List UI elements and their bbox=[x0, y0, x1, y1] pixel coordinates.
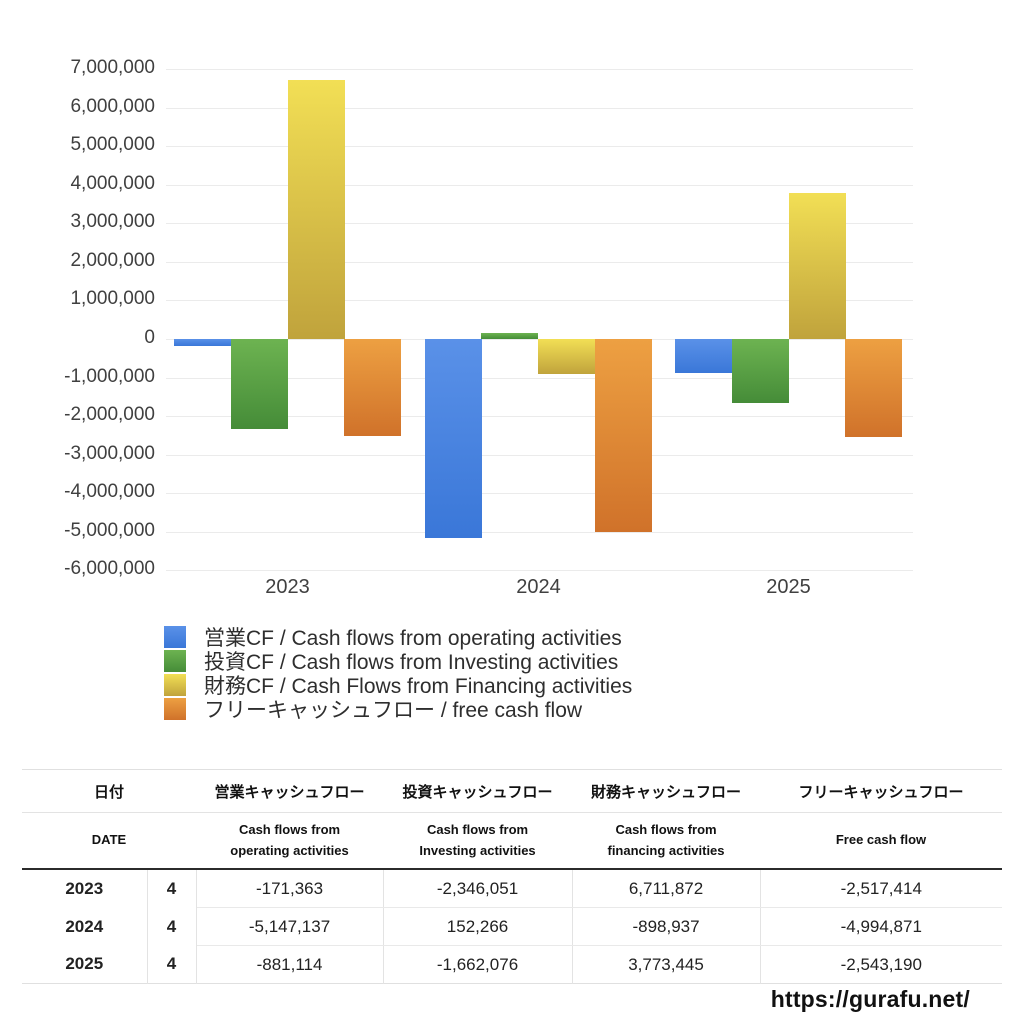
table-header-en-4: Free cash flow bbox=[760, 812, 1003, 870]
gridline bbox=[166, 416, 913, 417]
gridline bbox=[166, 69, 913, 70]
x-axis-tick-label: 2024 bbox=[516, 576, 561, 598]
cell-value-0: -171,363 bbox=[196, 869, 384, 908]
cell-year: 2024 bbox=[22, 907, 148, 946]
gridline bbox=[166, 378, 913, 379]
bar-series2-2024 bbox=[538, 339, 595, 374]
table-header-en-0: DATE bbox=[22, 812, 197, 870]
bar-series0-2024 bbox=[425, 339, 482, 538]
legend-label: 営業CF / Cash flows from operating activit… bbox=[204, 627, 622, 650]
y-axis-tick-label: -2,000,000 bbox=[64, 404, 155, 425]
bar-series2-2023 bbox=[288, 80, 345, 339]
bar-series2-2025 bbox=[789, 193, 846, 339]
y-axis-tick-label: -6,000,000 bbox=[64, 558, 155, 579]
table-header-en-1: Cash flows from operating activities bbox=[196, 812, 384, 870]
cell-value-1: -2,346,051 bbox=[383, 869, 573, 908]
cell-year: 2023 bbox=[22, 869, 148, 908]
y-axis-tick-label: 4,000,000 bbox=[70, 173, 155, 194]
gridline bbox=[166, 300, 913, 301]
x-axis-tick-label: 2025 bbox=[766, 576, 811, 598]
site-url: https://gurafu.net/ bbox=[770, 986, 970, 1012]
legend-swatch-icon bbox=[164, 698, 186, 720]
y-axis-tick-label: 2,000,000 bbox=[70, 250, 155, 271]
gridline bbox=[166, 223, 913, 224]
gridline bbox=[166, 185, 913, 186]
table-row-2025: 2025 4 -881,114 -1,662,076 3,773,445 -2,543,1… bbox=[22, 945, 1002, 984]
cell-value-3: -4,994,871 bbox=[760, 907, 1003, 946]
table-header-jp-4: フリーキャッシュフロー bbox=[760, 769, 1003, 813]
table-row-2024: 2024 4 -5,147,137 152,266 -898,937 -4,994,871 bbox=[22, 907, 1003, 946]
cell-value-3: -2,543,190 bbox=[840, 954, 922, 974]
gridline bbox=[166, 570, 913, 571]
bar-series3-2025 bbox=[845, 339, 902, 437]
cell-value-3: -2,517,414 bbox=[760, 869, 1003, 908]
gridline bbox=[166, 146, 913, 147]
cell-value-2: -898,937 bbox=[572, 907, 761, 946]
table-header-jp-3: 財務キャッシュフロー bbox=[572, 769, 761, 813]
legend-item-0: 営業CF / Cash flows from operating activit… bbox=[164, 622, 622, 652]
y-axis-tick-label: -1,000,000 bbox=[64, 366, 155, 387]
cell-value-2: 6,711,872 bbox=[572, 869, 761, 908]
cell-month: 4 bbox=[147, 907, 197, 946]
table-header-jp-0: 日付 bbox=[22, 769, 197, 813]
bar-series3-2024 bbox=[595, 339, 652, 532]
cell-value-1: -1,662,076 bbox=[383, 945, 573, 984]
legend-swatch-icon bbox=[164, 626, 186, 648]
gridline bbox=[166, 262, 913, 263]
legend-item-1: 投資CF / Cash flows from Investing activit… bbox=[164, 646, 618, 676]
cell-value-0: -881,114 bbox=[196, 945, 384, 984]
legend-swatch-icon bbox=[164, 674, 186, 696]
cell-month: 4 bbox=[147, 869, 197, 908]
cashflow-table: 日付 営業キャッシュフロー 投資キャッシュフロー 財務キャッシュフロー フリーキャッシュ… bbox=[22, 769, 1003, 984]
gridline bbox=[166, 455, 913, 456]
y-axis-tick-label: 3,000,000 bbox=[70, 211, 155, 232]
bar-series1-2025 bbox=[732, 339, 789, 403]
legend-item-2: 財務CF / Cash Flows from Financing activit… bbox=[164, 670, 632, 700]
cell-value-2: 3,773,445 bbox=[572, 945, 761, 984]
y-axis-tick-label: 6,000,000 bbox=[70, 96, 155, 117]
cell-year: 2025 bbox=[22, 945, 148, 984]
table-header-jp-2: 投資キャッシュフロー bbox=[383, 769, 573, 813]
bar-series1-2023 bbox=[231, 339, 288, 429]
cell-value-0: -5,147,137 bbox=[196, 907, 384, 946]
x-axis-tick-label: 2023 bbox=[265, 576, 310, 598]
legend-label: フリーキャッシュフロー / free cash flow bbox=[204, 699, 583, 722]
y-axis-tick-label: -5,000,000 bbox=[64, 520, 155, 541]
table-header-en-3: Cash flows from financing activities bbox=[572, 812, 761, 870]
bar-series3-2023 bbox=[344, 339, 401, 436]
table-header-en-2: Cash flows from Investing activities bbox=[383, 812, 573, 870]
bar-series1-2024 bbox=[481, 333, 538, 339]
legend-item-3: フリーキャッシュフロー / free cash flow bbox=[164, 694, 582, 724]
gridline bbox=[166, 532, 913, 533]
legend-label: 投資CF / Cash flows from Investing activit… bbox=[204, 651, 619, 674]
y-axis-tick-label: 7,000,000 bbox=[70, 57, 155, 78]
legend-swatch-icon bbox=[164, 650, 186, 672]
gridline bbox=[166, 493, 913, 494]
gridline bbox=[166, 108, 913, 109]
cell-value-1: 152,266 bbox=[383, 907, 573, 946]
bar-series0-2025 bbox=[675, 339, 732, 373]
y-axis-tick-label: 0 bbox=[144, 327, 155, 348]
y-axis-tick-label: 1,000,000 bbox=[70, 288, 155, 309]
bar-series0-2023 bbox=[174, 339, 231, 346]
y-axis-tick-label: 5,000,000 bbox=[70, 134, 155, 155]
y-axis-tick-label: -3,000,000 bbox=[64, 443, 155, 464]
table-row-2023: 2023 4 -171,363 -2,346,051 6,711,872 -2,517,4… bbox=[22, 869, 1003, 908]
cell-month: 4 bbox=[147, 945, 197, 984]
table-header-jp-1: 営業キャッシュフロー bbox=[196, 769, 384, 813]
legend-label: 財務CF / Cash Flows from Financing activit… bbox=[204, 675, 633, 698]
y-axis-tick-label: -4,000,000 bbox=[64, 481, 155, 502]
